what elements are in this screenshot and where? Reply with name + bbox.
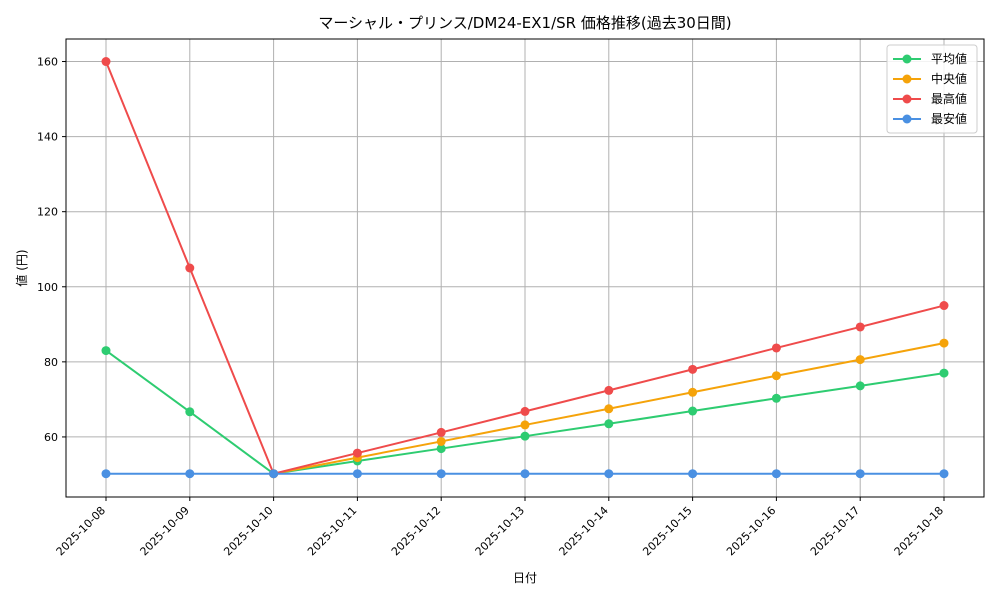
data-point [269, 469, 279, 479]
legend-box [886, 44, 978, 134]
data-point [520, 420, 530, 430]
data-point [688, 364, 698, 374]
data-point [436, 444, 446, 454]
legend-swatch-marker [902, 74, 912, 84]
data-point [688, 406, 698, 416]
data-point [855, 355, 865, 365]
data-point [855, 322, 865, 332]
data-point [101, 469, 111, 479]
data-point [604, 385, 614, 395]
data-point [939, 301, 949, 311]
data-point [352, 469, 362, 479]
data-point [436, 436, 446, 446]
legend-swatch-marker [902, 54, 912, 64]
y-tick-label: 100 [37, 281, 58, 294]
data-point [101, 57, 111, 67]
data-point [688, 469, 698, 479]
legend-swatch-marker [902, 114, 912, 124]
data-point [604, 419, 614, 429]
data-point [520, 406, 530, 416]
y-tick-label: 140 [37, 131, 58, 144]
data-point [771, 393, 781, 403]
data-point [771, 371, 781, 381]
y-tick-label: 80 [44, 356, 58, 369]
data-point [185, 407, 195, 417]
data-point [604, 469, 614, 479]
y-tick-label: 120 [37, 206, 58, 219]
data-point [771, 469, 781, 479]
data-point [855, 469, 865, 479]
data-point [185, 263, 195, 273]
series-layer [101, 57, 949, 479]
x-axis-label: 日付 [513, 571, 537, 585]
legend-entry-label: 平均値 [931, 51, 967, 66]
data-point [939, 368, 949, 378]
data-point [520, 469, 530, 479]
y-tick-label: 160 [37, 56, 58, 69]
series-最安値 [101, 469, 949, 479]
data-point [520, 431, 530, 441]
grid-layer [66, 39, 984, 497]
legend-entry-label: 最高値 [931, 91, 967, 106]
data-point [185, 469, 195, 479]
data-point [436, 427, 446, 437]
data-point [688, 387, 698, 397]
y-axis-label: 値 (円) [14, 249, 29, 286]
data-point [939, 469, 949, 479]
legend-entry-label: 中央値 [931, 71, 967, 86]
data-point [604, 404, 614, 414]
legend-swatch-marker [902, 94, 912, 104]
data-point [939, 338, 949, 348]
data-point [352, 448, 362, 458]
data-point [771, 343, 781, 353]
data-point [436, 469, 446, 479]
data-point [101, 346, 111, 356]
chart-title: マーシャル・プリンス/DM24-EX1/SR 価格推移(過去30日間) [318, 14, 731, 32]
data-point [855, 381, 865, 391]
y-tick-label: 60 [44, 431, 58, 444]
legend-entry-label: 最安値 [931, 111, 967, 126]
